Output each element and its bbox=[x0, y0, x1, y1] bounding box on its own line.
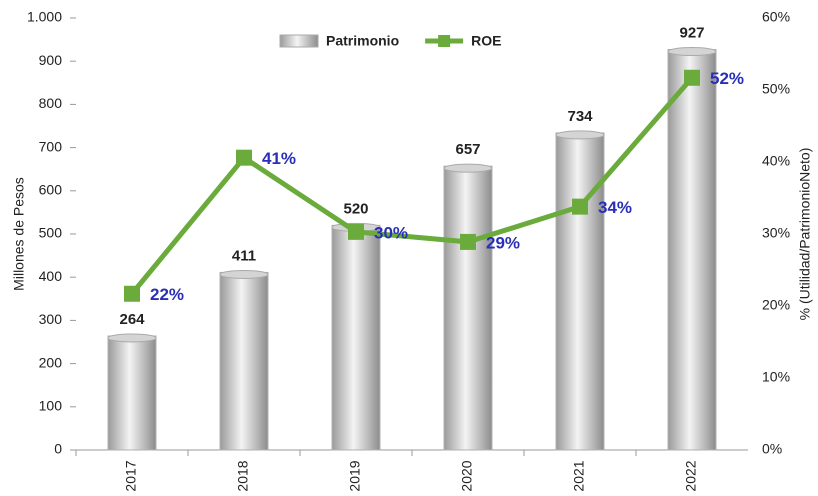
line-marker bbox=[572, 198, 588, 215]
y-tick-label: 1.000 bbox=[27, 9, 62, 25]
legend-label: Patrimonio bbox=[326, 33, 399, 49]
bar bbox=[667, 49, 717, 451]
bar-cap bbox=[107, 333, 157, 343]
y2-tick-label: 0% bbox=[762, 441, 782, 457]
bar bbox=[219, 271, 269, 451]
line-marker bbox=[684, 69, 700, 86]
bar-value-label: 657 bbox=[455, 141, 480, 158]
y-tick-label: 100 bbox=[39, 398, 63, 414]
bar-value-label: 927 bbox=[679, 25, 704, 42]
y2-tick-label: 30% bbox=[762, 225, 790, 241]
y2-tick-label: 20% bbox=[762, 297, 790, 313]
y-tick-label: 300 bbox=[39, 311, 63, 327]
y-tick-label: 700 bbox=[39, 138, 63, 154]
line-value-label: 41% bbox=[262, 149, 296, 168]
y2-tick-label: 60% bbox=[762, 9, 790, 25]
x-tick-label: 2017 bbox=[123, 460, 139, 491]
y-tick-label: 0 bbox=[54, 441, 62, 457]
legend-label: ROE bbox=[471, 33, 501, 49]
legend-swatch-marker bbox=[438, 35, 451, 47]
y-tick-label: 200 bbox=[39, 354, 63, 370]
bar-value-label: 264 bbox=[119, 311, 145, 328]
line-value-label: 22% bbox=[150, 285, 184, 304]
y2-tick-label: 50% bbox=[762, 81, 790, 97]
line-marker bbox=[348, 223, 364, 240]
y-tick-label: 900 bbox=[39, 52, 63, 68]
bar-cap bbox=[219, 269, 269, 279]
bar-value-label: 520 bbox=[343, 200, 368, 217]
bar-cap bbox=[555, 130, 605, 140]
y-tick-label: 600 bbox=[39, 182, 63, 198]
line-marker bbox=[460, 233, 476, 250]
bar-cap bbox=[667, 47, 717, 57]
line-value-label: 30% bbox=[374, 223, 408, 242]
y2-axis-title: % (Utilidad/PatrimonioNeto) bbox=[797, 148, 813, 321]
x-tick-label: 2021 bbox=[571, 460, 587, 491]
x-tick-label: 2020 bbox=[459, 460, 475, 491]
bar bbox=[555, 132, 605, 451]
legend-swatch bbox=[279, 34, 319, 48]
bar-cap bbox=[443, 163, 493, 173]
line bbox=[130, 76, 694, 296]
bar bbox=[331, 224, 381, 451]
bar-value-label: 411 bbox=[232, 247, 256, 264]
bar bbox=[443, 165, 493, 451]
y-tick-label: 800 bbox=[39, 95, 63, 111]
x-tick-label: 2018 bbox=[235, 460, 251, 491]
x-tick-label: 2022 bbox=[683, 460, 699, 491]
bar-value-label: 734 bbox=[567, 108, 593, 125]
y-axis-title: Millones de Pesos bbox=[11, 177, 27, 291]
x-tick-label: 2019 bbox=[347, 460, 363, 491]
y-tick-label: 400 bbox=[39, 268, 63, 284]
line-value-label: 34% bbox=[598, 198, 632, 217]
y-tick-label: 500 bbox=[39, 225, 63, 241]
y2-tick-label: 10% bbox=[762, 369, 790, 385]
line-marker bbox=[236, 149, 252, 166]
bar bbox=[107, 335, 157, 451]
line-marker bbox=[124, 285, 140, 302]
line-value-label: 52% bbox=[710, 69, 744, 88]
line-value-label: 29% bbox=[486, 233, 520, 252]
y2-tick-label: 40% bbox=[762, 153, 790, 169]
